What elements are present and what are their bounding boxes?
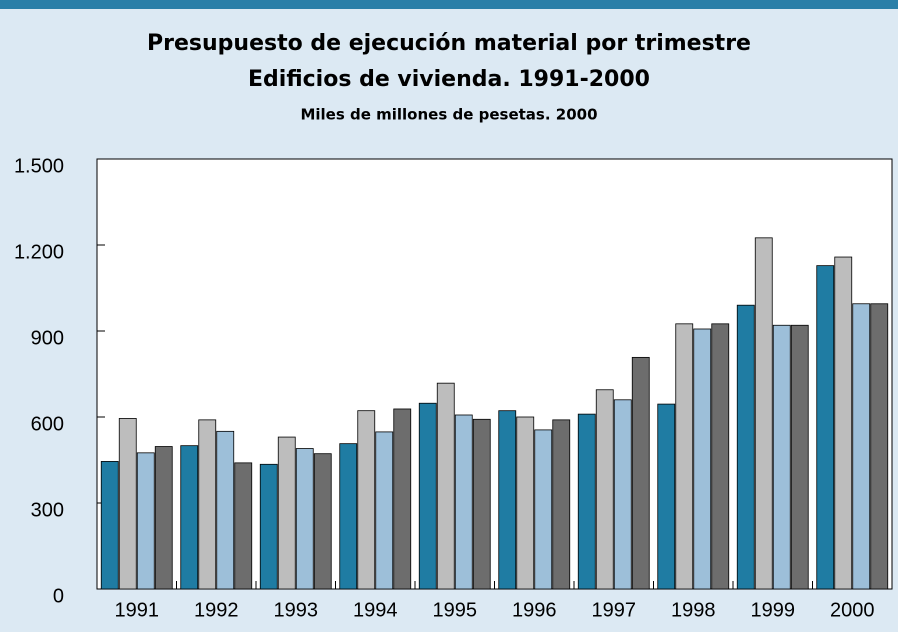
- bar: [516, 416, 535, 590]
- bar: [154, 446, 173, 590]
- y-tick-label: 0: [53, 585, 64, 607]
- y-tick-label: 900: [31, 327, 64, 349]
- chart-subtitle: Edificios de vivienda. 1991-2000: [248, 67, 650, 92]
- bar: [436, 382, 455, 590]
- bar: [118, 418, 137, 590]
- x-tick-label: 1996: [512, 599, 557, 621]
- x-tick-label: 1999: [751, 599, 796, 621]
- plot-area: [96, 158, 893, 590]
- bar: [198, 419, 217, 590]
- bar: [216, 430, 235, 590]
- x-tick-label: 1991: [115, 599, 160, 621]
- unit-label: Miles de millones de pesetas. 2000: [300, 106, 597, 124]
- bar: [375, 431, 394, 590]
- x-tick-label: 1998: [671, 599, 716, 621]
- y-tick-label: 600: [31, 413, 64, 435]
- bar: [339, 443, 358, 590]
- bar: [870, 303, 889, 590]
- bar: [534, 429, 553, 590]
- x-tick-label: 1993: [274, 599, 319, 621]
- bar: [595, 389, 614, 590]
- bar: [357, 410, 376, 590]
- bar: [754, 237, 773, 590]
- bar: [834, 256, 853, 590]
- bar: [790, 324, 809, 590]
- x-tick-label: 1997: [592, 599, 637, 621]
- bar: [631, 356, 650, 590]
- bar: [552, 419, 571, 590]
- bar: [657, 403, 676, 590]
- x-tick-label: 2000: [830, 599, 875, 621]
- bar: [259, 463, 278, 590]
- bar: [675, 323, 694, 590]
- bar: [313, 453, 332, 590]
- bar: [136, 452, 155, 590]
- bar: [454, 414, 473, 590]
- x-tick-label: 1992: [194, 599, 239, 621]
- y-tick-label: 1.500: [14, 155, 64, 177]
- x-tick-label: 1995: [433, 599, 478, 621]
- chart-title: Presupuesto de ejecución material por tr…: [147, 31, 751, 56]
- bar: [816, 265, 835, 590]
- top-band: [0, 0, 898, 9]
- bar: [736, 304, 755, 590]
- bar: [772, 324, 791, 590]
- bar: [180, 445, 199, 590]
- bar: [693, 328, 712, 590]
- y-tick-label: 300: [31, 499, 64, 521]
- bar: [277, 436, 296, 590]
- bar: [711, 323, 730, 590]
- bar: [295, 448, 314, 590]
- y-tick-label: 1.200: [14, 241, 64, 263]
- bar: [613, 399, 632, 590]
- bar: [498, 410, 517, 590]
- bar: [234, 462, 253, 590]
- bar: [472, 418, 491, 590]
- x-tick-label: 1994: [353, 599, 398, 621]
- bar: [418, 402, 437, 590]
- bar: [852, 303, 871, 590]
- bar: [577, 413, 596, 590]
- bar: [100, 461, 119, 590]
- bar: [393, 408, 412, 590]
